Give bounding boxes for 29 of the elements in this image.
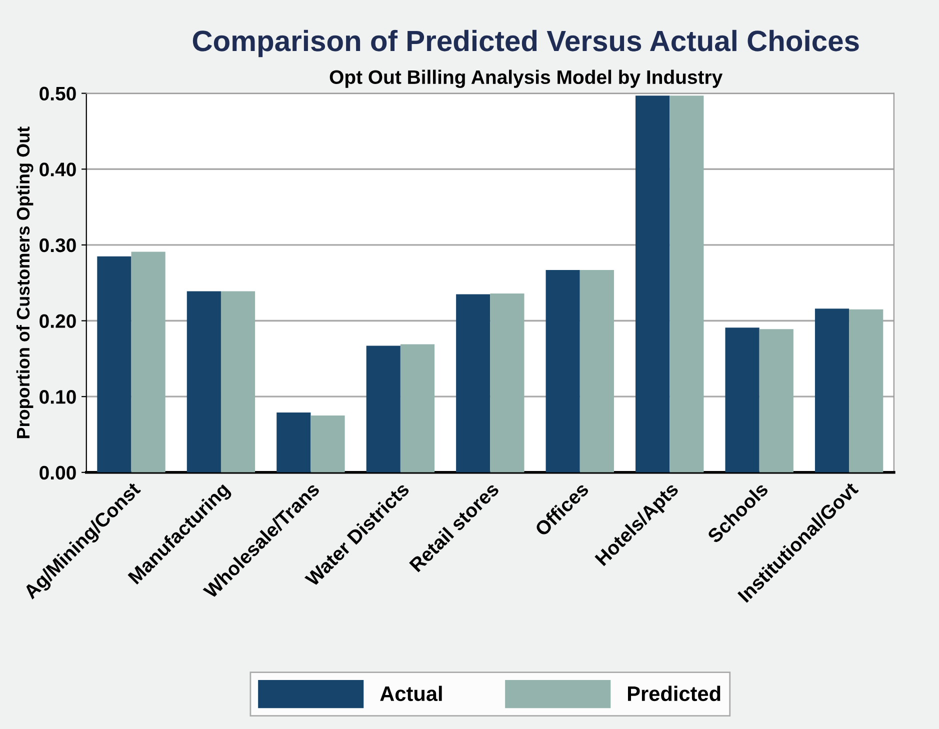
bar bbox=[400, 344, 435, 472]
bar bbox=[546, 270, 580, 472]
bar bbox=[456, 294, 490, 472]
bar bbox=[814, 308, 850, 472]
bar bbox=[849, 309, 884, 472]
legend-label: Actual bbox=[380, 686, 442, 702]
bar bbox=[636, 96, 670, 472]
y-tick-label: 0.20 bbox=[40, 314, 76, 328]
bar bbox=[131, 252, 166, 472]
y-tick-label: 0.00 bbox=[40, 466, 76, 480]
bar bbox=[97, 256, 132, 472]
y-axis-title: Proportion of Customers Opting Out bbox=[16, 126, 34, 438]
bar bbox=[725, 328, 760, 472]
chart-title: Comparison of Predicted Versus Actual Choices bbox=[192, 30, 859, 58]
bar bbox=[276, 412, 311, 472]
bar bbox=[186, 291, 221, 472]
chart-subtitle: Opt Out Billing Analysis Model by Industry bbox=[330, 70, 723, 88]
bar bbox=[670, 96, 704, 472]
bar bbox=[310, 416, 345, 472]
y-tick-label: 0.10 bbox=[40, 390, 76, 404]
y-tick-label: 0.40 bbox=[40, 162, 76, 176]
bar bbox=[580, 270, 614, 472]
y-tick-label: 0.50 bbox=[40, 86, 76, 101]
legend-label: Predicted bbox=[628, 686, 720, 702]
bar bbox=[366, 346, 400, 472]
y-tick-label: 0.30 bbox=[40, 238, 76, 252]
bar bbox=[220, 291, 256, 472]
bar bbox=[759, 329, 794, 472]
bar bbox=[490, 293, 524, 472]
